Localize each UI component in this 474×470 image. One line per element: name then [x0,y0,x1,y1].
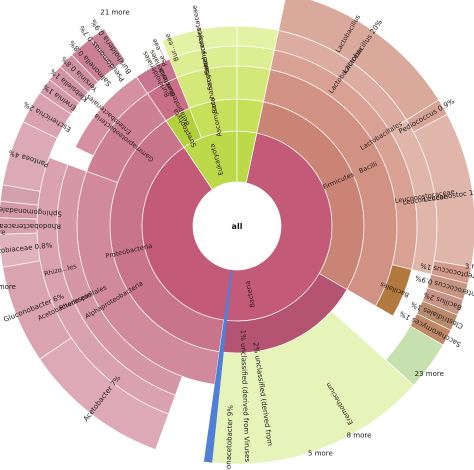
ring3-segment-bacillales[interactable] [375,264,413,317]
viruses-segment[interactable] [203,269,233,463]
more-label-4: 10 more [0,283,16,291]
sunburst-center: all [193,182,281,270]
outer-label-rhodobacteraceae: Rhodobacteraceae 0.8% [0,222,61,230]
more-label-6: 21 more [100,9,129,17]
more-label-3: 5 more [308,449,333,457]
center-label: all [232,222,243,231]
outer-segment-21[interactable] [89,28,126,69]
outer-segment-8[interactable] [385,325,444,386]
more-label-2: 8 more [347,431,372,439]
center-hole [193,182,281,270]
ring4-segment-segment[interactable] [236,25,279,51]
outer-label-gluconacetobacter: Gluconacetobacter 9% [224,405,235,470]
more-label-1: 23 more [415,370,444,378]
ring3-segment-segment[interactable] [236,45,275,70]
more-label-5: 3 more [0,229,6,237]
more-label-0: 3 more [465,262,474,270]
